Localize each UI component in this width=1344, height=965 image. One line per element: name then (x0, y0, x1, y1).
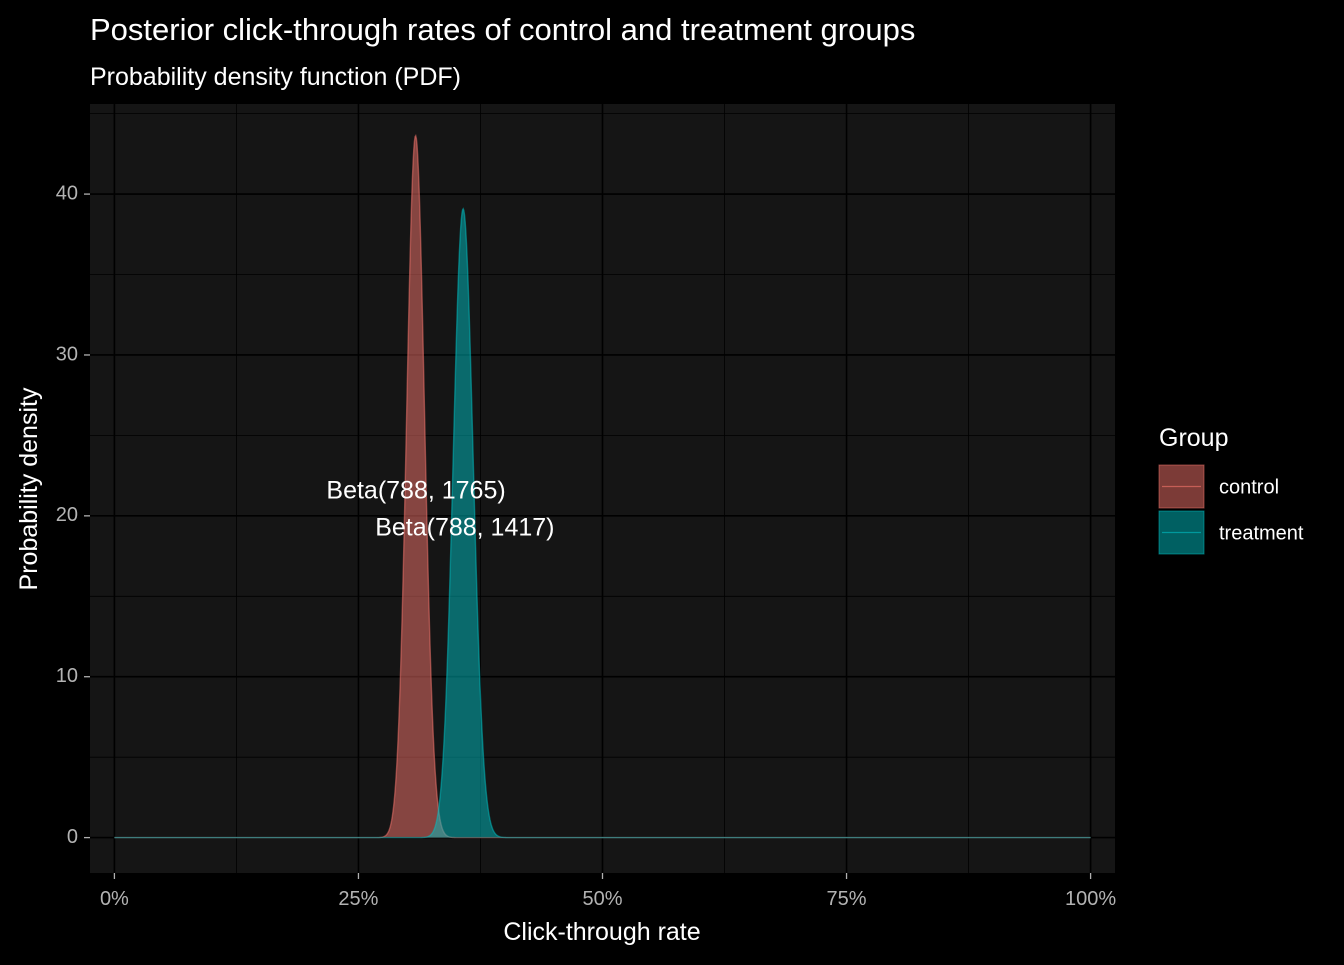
legend-label-control: control (1219, 476, 1279, 498)
annotation-label: Beta(788, 1765) (326, 476, 505, 504)
y-tick-label: 20 (56, 504, 78, 526)
x-tick-label: 0% (100, 888, 129, 910)
legend-title: Group (1159, 424, 1228, 452)
series-layer (114, 133, 1091, 839)
y-tick-label: 40 (56, 182, 78, 204)
annotation-label: Beta(788, 1417) (375, 513, 554, 541)
density-line-treatment (114, 207, 1091, 839)
legend-label-treatment: treatment (1219, 522, 1304, 544)
chart-title: Posterior click-through rates of control… (90, 12, 915, 47)
y-tick-label: 30 (56, 343, 78, 365)
x-tick-label: 75% (827, 888, 867, 910)
y-axis: 0 10 20 30 40 (56, 182, 90, 848)
y-tick-label: 10 (56, 665, 78, 687)
y-tick-label: 0 (67, 826, 78, 848)
x-tick-label: 25% (338, 888, 378, 910)
x-tick-label: 50% (582, 888, 622, 910)
x-axis: 0% 25% 50% 75% 100% (100, 873, 1116, 910)
legend: Group control treatment (1158, 424, 1304, 555)
x-tick-label: 100% (1065, 888, 1116, 910)
annotation-layer: Beta(788, 1765) Beta(788, 1417) (326, 476, 554, 541)
y-axis-label: Probability density (15, 387, 43, 590)
chart-subtitle: Probability density function (PDF) (90, 63, 461, 91)
x-axis-label: Click-through rate (503, 918, 700, 946)
